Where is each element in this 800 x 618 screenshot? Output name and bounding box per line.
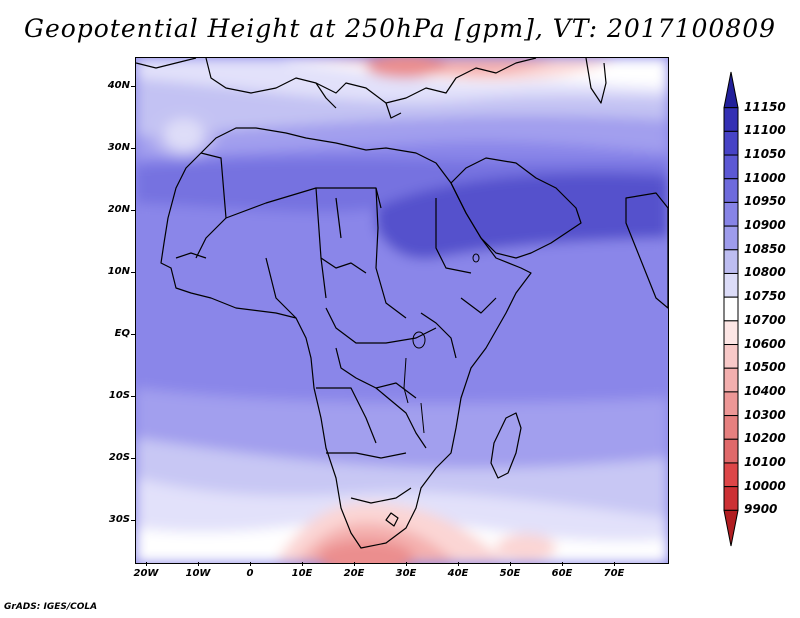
colorbar-segment: [723, 178, 739, 203]
geopotential-field: [136, 58, 668, 563]
colorbar-segment: [723, 438, 739, 464]
colorbar-segment: [723, 201, 739, 227]
colorbar-segment: [723, 320, 739, 346]
colorbar-level-label: 10950: [744, 194, 786, 209]
lat-tickmark: [131, 148, 135, 149]
lon-tickmark: [198, 562, 199, 566]
colorbar-level-label: 10300: [744, 407, 786, 422]
colorbar-level-label: 9900: [744, 502, 778, 517]
lat-tick-40n: 40N: [107, 80, 130, 91]
colorbar-level-label: 10700: [744, 312, 786, 327]
lake-outlines: [403, 253, 480, 434]
colorbar-segment: [723, 130, 739, 156]
colorbar-level-label: 11150: [744, 99, 786, 114]
colorbar-segment: [723, 272, 739, 298]
colorbar-segment: [723, 107, 739, 132]
lon-tickmark: [458, 562, 459, 566]
colorbar-level-label: 10000: [744, 478, 786, 493]
colorbar-level-label: 10850: [744, 241, 786, 256]
lon-tick-70e: 70E: [603, 568, 625, 579]
lon-tick-40e: 40E: [447, 568, 469, 579]
lat-tick-20n: 20N: [107, 204, 130, 215]
colorbar-segment: [723, 367, 739, 393]
lon-tickmark: [302, 562, 303, 566]
colorbar-bottom-arrow: [723, 509, 739, 547]
lat-tick-30s: 30S: [108, 514, 130, 525]
colorbar-level-label: 10200: [744, 431, 786, 446]
colorbar-segment: [723, 486, 739, 511]
colorbar-level-label: 11100: [744, 123, 786, 138]
colorbar-level-label: 10600: [744, 336, 786, 351]
colorbar-level-label: 11050: [744, 147, 786, 162]
map-plot-area: [135, 57, 669, 564]
lon-tickmark: [562, 562, 563, 566]
lon-tick-20e: 20E: [343, 568, 365, 579]
lat-tickmark: [131, 86, 135, 87]
lon-tick-50e: 50E: [499, 568, 521, 579]
colorbar-level-label: 10400: [744, 383, 786, 398]
colorbar-segment: [723, 296, 739, 322]
lat-tick-30n: 30N: [107, 142, 130, 153]
lat-tick-eq: EQ: [114, 328, 130, 339]
lat-tickmark: [131, 334, 135, 335]
colorbar-level-label: 11000: [744, 170, 786, 185]
lon-tick-10w: 10W: [185, 568, 211, 579]
colorbar-segment: [723, 249, 739, 274]
lat-tick-10n: 10N: [107, 266, 130, 277]
colorbar-level-label: 10800: [744, 265, 786, 280]
colorbar-level-label: 10100: [744, 454, 786, 469]
lon-tick-20w: 20W: [133, 568, 159, 579]
lat-tickmark: [131, 396, 135, 397]
lat-tick-10s: 10S: [108, 390, 130, 401]
lon-tickmark: [406, 562, 407, 566]
credit-text: GrADS: IGES/COLA: [4, 602, 98, 612]
colorbar-segment: [723, 225, 739, 251]
lon-tickmark: [614, 562, 615, 566]
lat-tickmark: [131, 520, 135, 521]
colorbar-segment: [723, 415, 739, 440]
lon-tick-30e: 30E: [395, 568, 417, 579]
lon-tickmark: [250, 562, 251, 566]
lon-tickmark: [510, 562, 511, 566]
lon-tickmark: [354, 562, 355, 566]
colorbar-level-label: 10500: [744, 360, 786, 375]
colorbar-level-label: 10750: [744, 289, 786, 304]
colorbar-segment: [723, 462, 739, 488]
lat-tickmark: [131, 458, 135, 459]
lat-tickmark: [131, 210, 135, 211]
coastline-outlines: [136, 58, 668, 549]
colorbar-level-label: 10900: [744, 218, 786, 233]
lon-tickmark: [146, 562, 147, 566]
lat-tick-20s: 20S: [108, 452, 130, 463]
lon-tick-0: 0: [246, 568, 254, 579]
chart-title: Geopotential Height at 250hPa [gpm], VT:…: [23, 14, 777, 43]
colorbar-segment: [723, 344, 739, 369]
lon-tick-10e: 10E: [291, 568, 313, 579]
lat-tickmark: [131, 272, 135, 273]
colorbar-segment: [723, 391, 739, 417]
colorbar-top-arrow: [723, 71, 739, 109]
colorbar-segment: [723, 154, 739, 180]
lon-tick-60e: 60E: [551, 568, 573, 579]
